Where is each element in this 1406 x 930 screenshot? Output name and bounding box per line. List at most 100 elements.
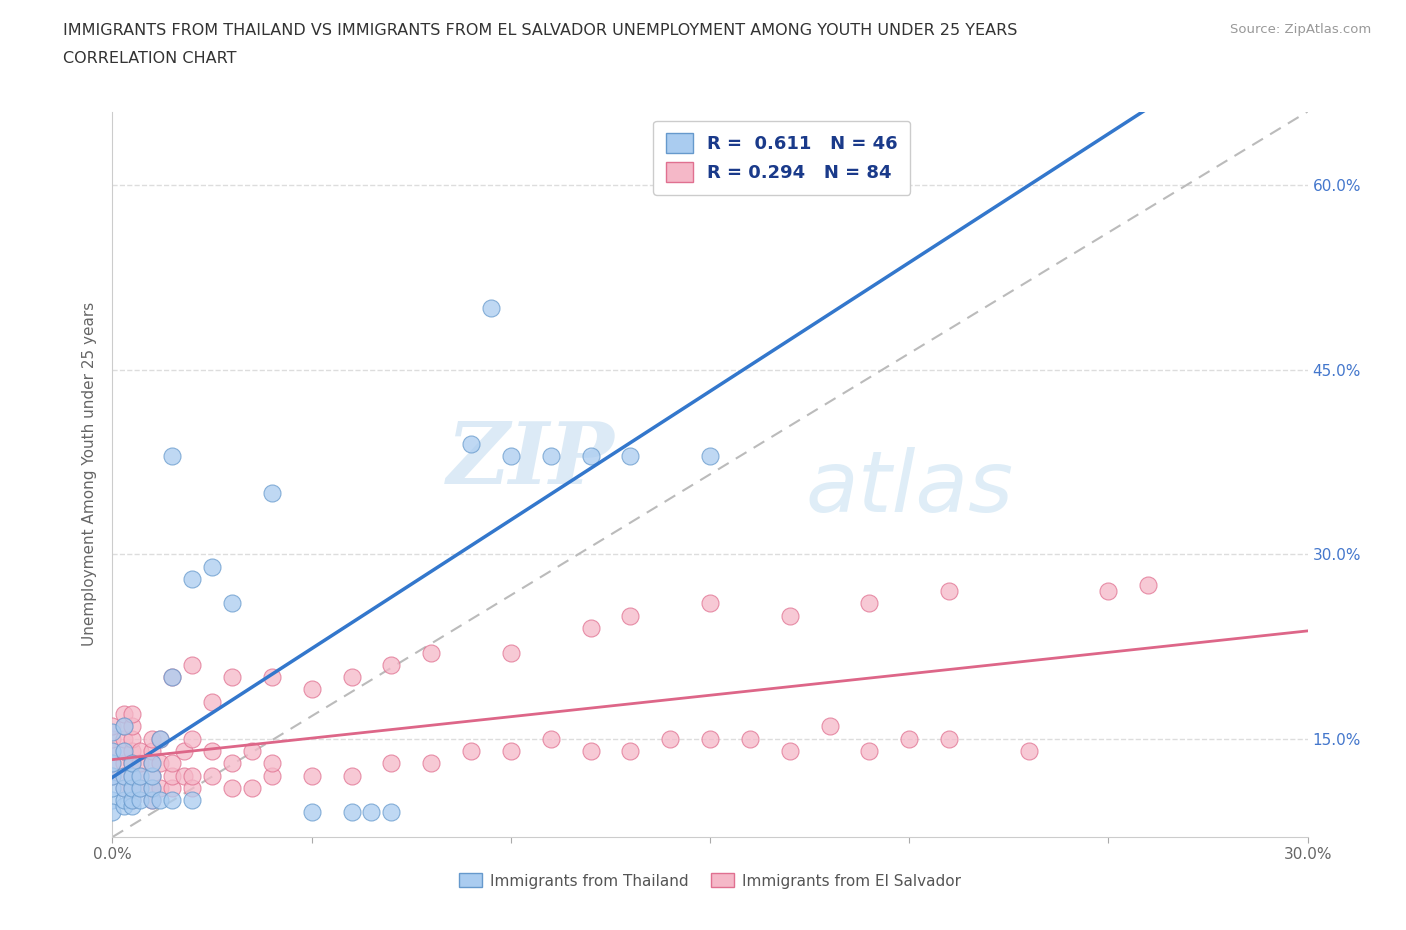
Point bbox=[162, 448, 183, 463]
Point bbox=[340, 670, 363, 684]
Point bbox=[121, 768, 143, 783]
Point bbox=[460, 743, 482, 758]
Point bbox=[114, 743, 135, 758]
Point bbox=[141, 768, 163, 783]
Point bbox=[173, 768, 195, 783]
Point bbox=[162, 792, 183, 807]
Point bbox=[301, 805, 323, 820]
Point bbox=[101, 743, 124, 758]
Point bbox=[162, 768, 183, 783]
Point bbox=[101, 780, 124, 795]
Point bbox=[162, 670, 183, 684]
Point bbox=[201, 768, 224, 783]
Point bbox=[380, 658, 402, 672]
Point bbox=[260, 768, 283, 783]
Point bbox=[101, 768, 124, 783]
Point bbox=[380, 805, 402, 820]
Point bbox=[129, 756, 152, 771]
Point bbox=[858, 596, 880, 611]
Point bbox=[129, 792, 152, 807]
Point bbox=[360, 805, 382, 820]
Point bbox=[141, 743, 163, 758]
Point bbox=[114, 780, 135, 795]
Point bbox=[499, 645, 522, 660]
Point bbox=[114, 719, 135, 734]
Point bbox=[101, 805, 124, 820]
Point bbox=[141, 756, 163, 771]
Point bbox=[149, 780, 172, 795]
Point bbox=[260, 670, 283, 684]
Point bbox=[201, 559, 224, 574]
Point bbox=[1018, 743, 1040, 758]
Point bbox=[101, 756, 124, 771]
Point bbox=[181, 792, 204, 807]
Point bbox=[141, 780, 163, 795]
Point bbox=[181, 768, 204, 783]
Point bbox=[114, 756, 135, 771]
Point bbox=[101, 768, 124, 783]
Point bbox=[162, 670, 183, 684]
Point bbox=[540, 448, 562, 463]
Point bbox=[101, 756, 124, 771]
Point bbox=[141, 792, 163, 807]
Point bbox=[240, 743, 263, 758]
Point bbox=[114, 768, 135, 783]
Point bbox=[141, 768, 163, 783]
Point bbox=[129, 743, 152, 758]
Point bbox=[121, 792, 143, 807]
Point bbox=[579, 620, 602, 635]
Point bbox=[149, 731, 172, 746]
Point bbox=[699, 731, 721, 746]
Point bbox=[114, 792, 135, 807]
Point bbox=[129, 780, 152, 795]
Point bbox=[619, 743, 641, 758]
Point bbox=[221, 596, 243, 611]
Point bbox=[380, 756, 402, 771]
Point bbox=[114, 707, 135, 722]
Point bbox=[129, 768, 152, 783]
Point bbox=[499, 743, 522, 758]
Point bbox=[149, 731, 172, 746]
Point bbox=[699, 448, 721, 463]
Point bbox=[659, 731, 682, 746]
Point bbox=[173, 743, 195, 758]
Point bbox=[221, 780, 243, 795]
Point bbox=[738, 731, 761, 746]
Point bbox=[818, 719, 841, 734]
Point bbox=[181, 780, 204, 795]
Point bbox=[121, 707, 143, 722]
Point bbox=[181, 731, 204, 746]
Point bbox=[114, 799, 135, 814]
Point bbox=[101, 719, 124, 734]
Point bbox=[114, 719, 135, 734]
Point bbox=[101, 743, 124, 758]
Point bbox=[129, 768, 152, 783]
Text: CORRELATION CHART: CORRELATION CHART bbox=[63, 51, 236, 66]
Point bbox=[121, 743, 143, 758]
Point bbox=[121, 731, 143, 746]
Point bbox=[301, 682, 323, 697]
Point bbox=[121, 792, 143, 807]
Point bbox=[420, 645, 443, 660]
Point bbox=[579, 743, 602, 758]
Point bbox=[420, 756, 443, 771]
Point bbox=[221, 670, 243, 684]
Point bbox=[579, 448, 602, 463]
Point bbox=[1137, 578, 1160, 592]
Point bbox=[938, 584, 960, 599]
Text: atlas: atlas bbox=[806, 447, 1014, 530]
Point bbox=[779, 743, 801, 758]
Point bbox=[779, 608, 801, 623]
Point bbox=[260, 485, 283, 500]
Point bbox=[162, 756, 183, 771]
Point bbox=[141, 792, 163, 807]
Point bbox=[162, 780, 183, 795]
Point bbox=[201, 743, 224, 758]
Point bbox=[121, 719, 143, 734]
Point bbox=[149, 756, 172, 771]
Point bbox=[619, 608, 641, 623]
Point bbox=[201, 695, 224, 710]
Point bbox=[101, 725, 124, 740]
Point bbox=[260, 756, 283, 771]
Text: ZIP: ZIP bbox=[447, 418, 614, 501]
